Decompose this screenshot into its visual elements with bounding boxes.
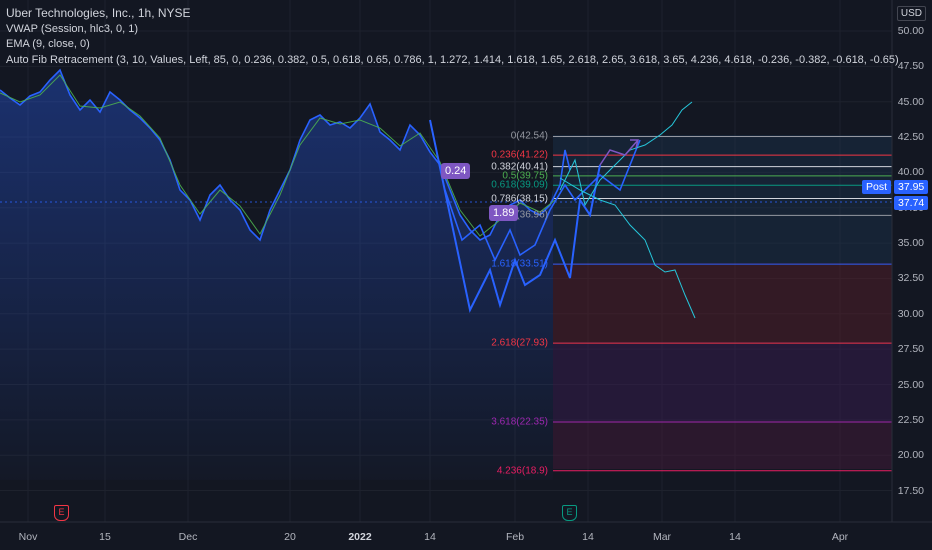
fib-level-label: 1(36.96) — [510, 209, 548, 221]
price-tick-label: 32.50 — [897, 272, 924, 285]
fib-zone-red — [553, 263, 892, 342]
fib-level-label: 0.618(39.09) — [491, 179, 548, 191]
price-tick-label: 27.50 — [897, 343, 924, 356]
time-tick-label: 15 — [99, 531, 111, 543]
fib-level-label: 0.236(41.22) — [491, 149, 548, 161]
fib-lines — [553, 135, 892, 472]
fib-level-label: 3.618(22.35) — [491, 416, 548, 428]
price-tick-label: 20.00 — [897, 449, 924, 462]
price-tick-label: 40.00 — [897, 166, 924, 179]
time-tick-label: Dec — [178, 531, 198, 543]
vwap-indicator[interactable]: VWAP (Session, hlc3, 0, 1) — [6, 22, 139, 35]
chart-legend: Uber Technologies, Inc., 1h, NYSE VWAP (… — [6, 6, 899, 68]
price-tick-label: 17.50 — [897, 484, 924, 497]
fib-level-label: 0.382(40.41) — [491, 161, 548, 173]
earnings-marker-upcoming[interactable]: E — [562, 505, 577, 521]
fib-indicator[interactable]: Auto Fib Retracement (3, 10, Values, Lef… — [6, 53, 899, 66]
time-tick-label: 14 — [582, 531, 594, 543]
time-tick-label: 14 — [424, 531, 436, 543]
price-tick-label: 45.00 — [897, 95, 924, 108]
fib-level-label: 0(42.54) — [510, 130, 548, 142]
price-tick-label: 42.50 — [897, 131, 924, 144]
time-tick-label: 20 — [284, 531, 296, 543]
price-tick-label: 30.00 — [897, 307, 924, 320]
currency-label[interactable]: USD — [896, 6, 926, 21]
price-tick-label: 25.00 — [897, 378, 924, 391]
time-tick-label: Nov — [18, 531, 38, 543]
fib-zone-purple — [553, 342, 892, 421]
post-market-label: Post — [862, 180, 892, 194]
time-tick-label: Mar — [652, 531, 672, 543]
symbol-title[interactable]: Uber Technologies, Inc., 1h, NYSE — [6, 6, 191, 20]
projection-arrow — [599, 139, 639, 166]
price-tick-label: 22.50 — [897, 413, 924, 426]
time-tick-label: Feb — [505, 531, 525, 543]
price-tick-label: 35.00 — [897, 237, 924, 250]
post-market-price-tag: 37.95 — [894, 180, 929, 194]
last-price-tag: 37.74 — [894, 196, 929, 210]
time-tick-label: 2022 — [348, 531, 372, 543]
fib-level-label: 0.786(38.15) — [491, 193, 548, 205]
fib-badge-2[interactable]: 1.89 — [489, 205, 519, 221]
earnings-marker-past[interactable]: E — [54, 505, 69, 521]
fib-level-label: 1.618(33.51) — [491, 258, 548, 270]
price-tick-label: 47.50 — [897, 60, 924, 73]
fib-level-label: 4.236(18.9) — [496, 465, 548, 477]
axes — [0, 0, 932, 523]
time-tick-label: 14 — [729, 531, 741, 543]
ema-line — [0, 74, 556, 237]
price-area — [0, 70, 553, 480]
time-tick-label: Apr — [831, 531, 849, 543]
projection-zigzag-main — [429, 119, 601, 314]
fib-zone-pink — [553, 421, 892, 469]
price-tick-label: 50.00 — [897, 25, 924, 37]
projection-down-path — [559, 177, 696, 319]
fib-level-label: 0.5(39.75) — [502, 170, 548, 182]
projection-zigzag-2 — [444, 139, 641, 262]
ema-indicator[interactable]: EMA (9, close, 0) — [6, 38, 90, 50]
fib-badge-1[interactable]: 0.24 — [441, 163, 471, 179]
fib-level-label: 2.618(27.93) — [491, 337, 548, 349]
